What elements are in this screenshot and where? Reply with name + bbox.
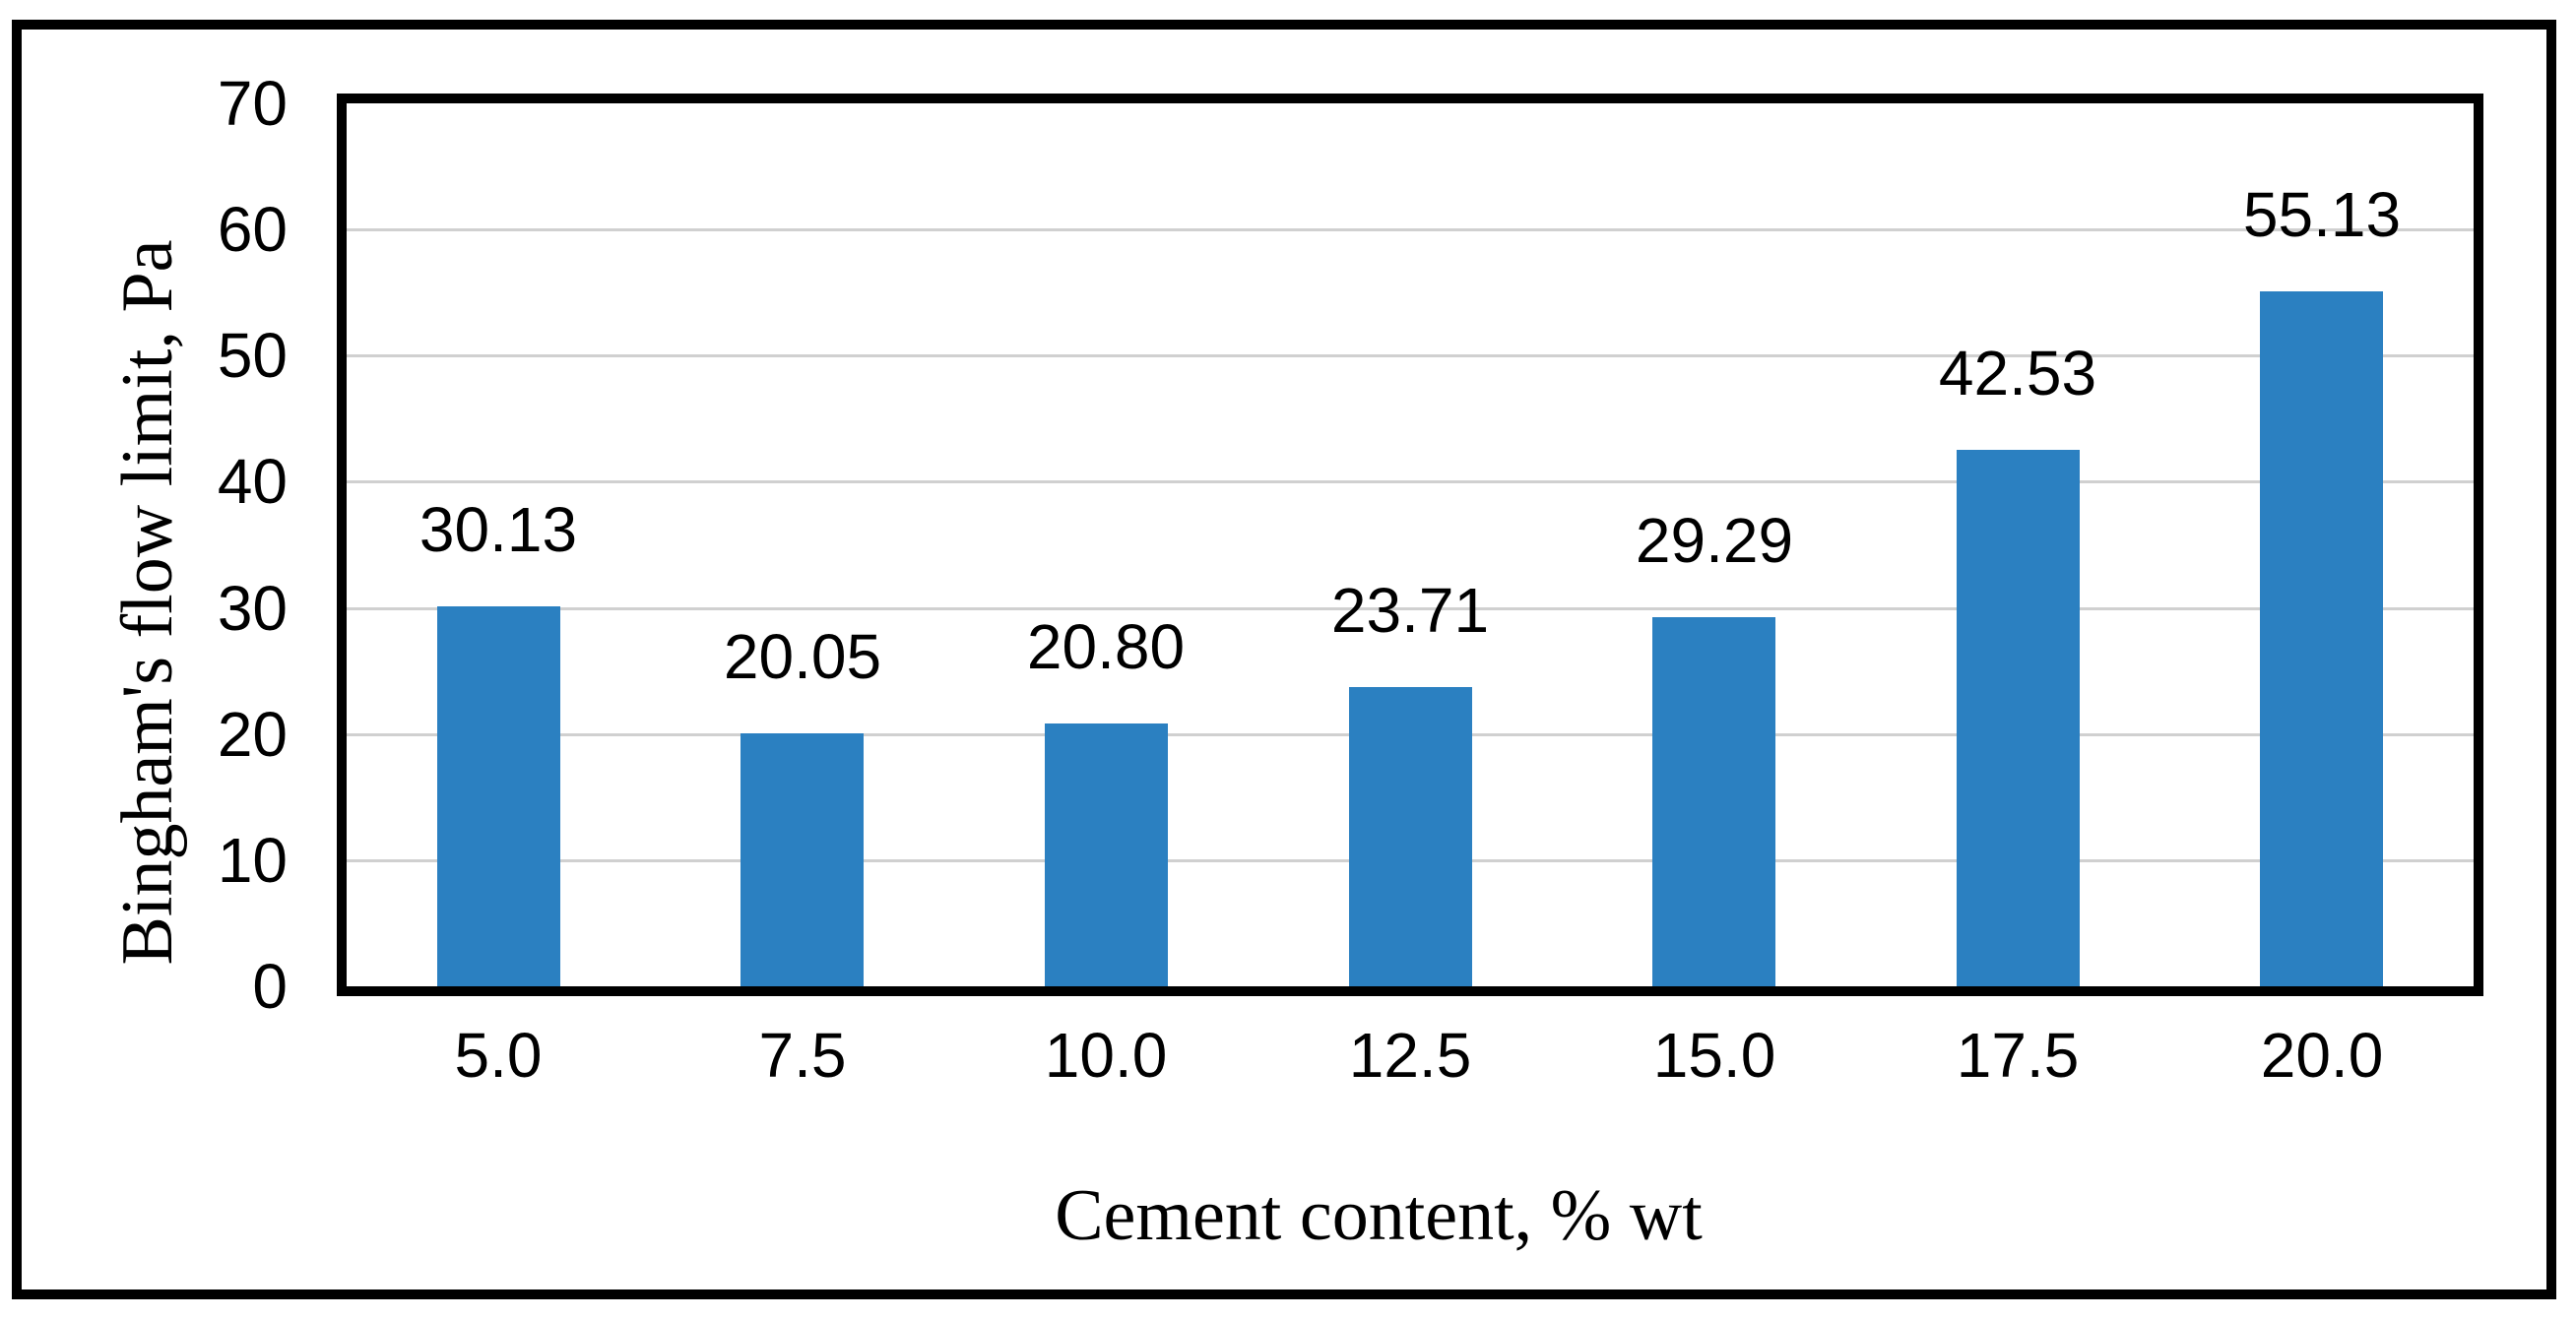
- x-tick-label: 17.5: [1956, 1020, 2080, 1091]
- bar: [1957, 450, 2080, 986]
- x-tick-label: 12.5: [1348, 1020, 1472, 1091]
- gridline: [347, 480, 2474, 483]
- y-tick-label: 60: [217, 194, 288, 265]
- gridline: [347, 607, 2474, 610]
- y-tick-label: 70: [217, 68, 288, 139]
- y-tick-label: 50: [217, 320, 288, 391]
- y-tick-label: 30: [217, 573, 288, 644]
- x-tick-label: 20.0: [2260, 1020, 2384, 1091]
- gridline: [347, 354, 2474, 357]
- y-axis-title: Bingham's flow limit, Pa: [107, 239, 188, 966]
- bar: [741, 733, 864, 986]
- bar-value-label: 30.13: [419, 494, 578, 565]
- y-tick-label: 10: [217, 825, 288, 896]
- plot-area: [337, 94, 2483, 996]
- bar: [1349, 687, 1472, 986]
- x-axis-title: Cement content, % wt: [1055, 1175, 1703, 1256]
- bar-value-label: 55.13: [2242, 179, 2402, 250]
- x-tick-label: 5.0: [454, 1020, 543, 1091]
- y-tick-label: 0: [252, 951, 288, 1022]
- bar-value-label: 20.05: [723, 621, 882, 692]
- gridline: [347, 228, 2474, 231]
- bar-value-label: 29.29: [1635, 505, 1794, 576]
- bar-value-label: 42.53: [1938, 338, 2097, 409]
- bar-value-label: 20.80: [1026, 611, 1186, 682]
- bar: [437, 606, 560, 986]
- x-tick-label: 10.0: [1044, 1020, 1168, 1091]
- bar: [1045, 723, 1168, 986]
- y-tick-label: 20: [217, 699, 288, 770]
- y-tick-label: 40: [217, 446, 288, 517]
- x-tick-label: 7.5: [758, 1020, 847, 1091]
- x-tick-label: 15.0: [1652, 1020, 1776, 1091]
- bar-value-label: 23.71: [1330, 575, 1490, 646]
- bar: [1652, 617, 1775, 986]
- bar: [2260, 291, 2383, 986]
